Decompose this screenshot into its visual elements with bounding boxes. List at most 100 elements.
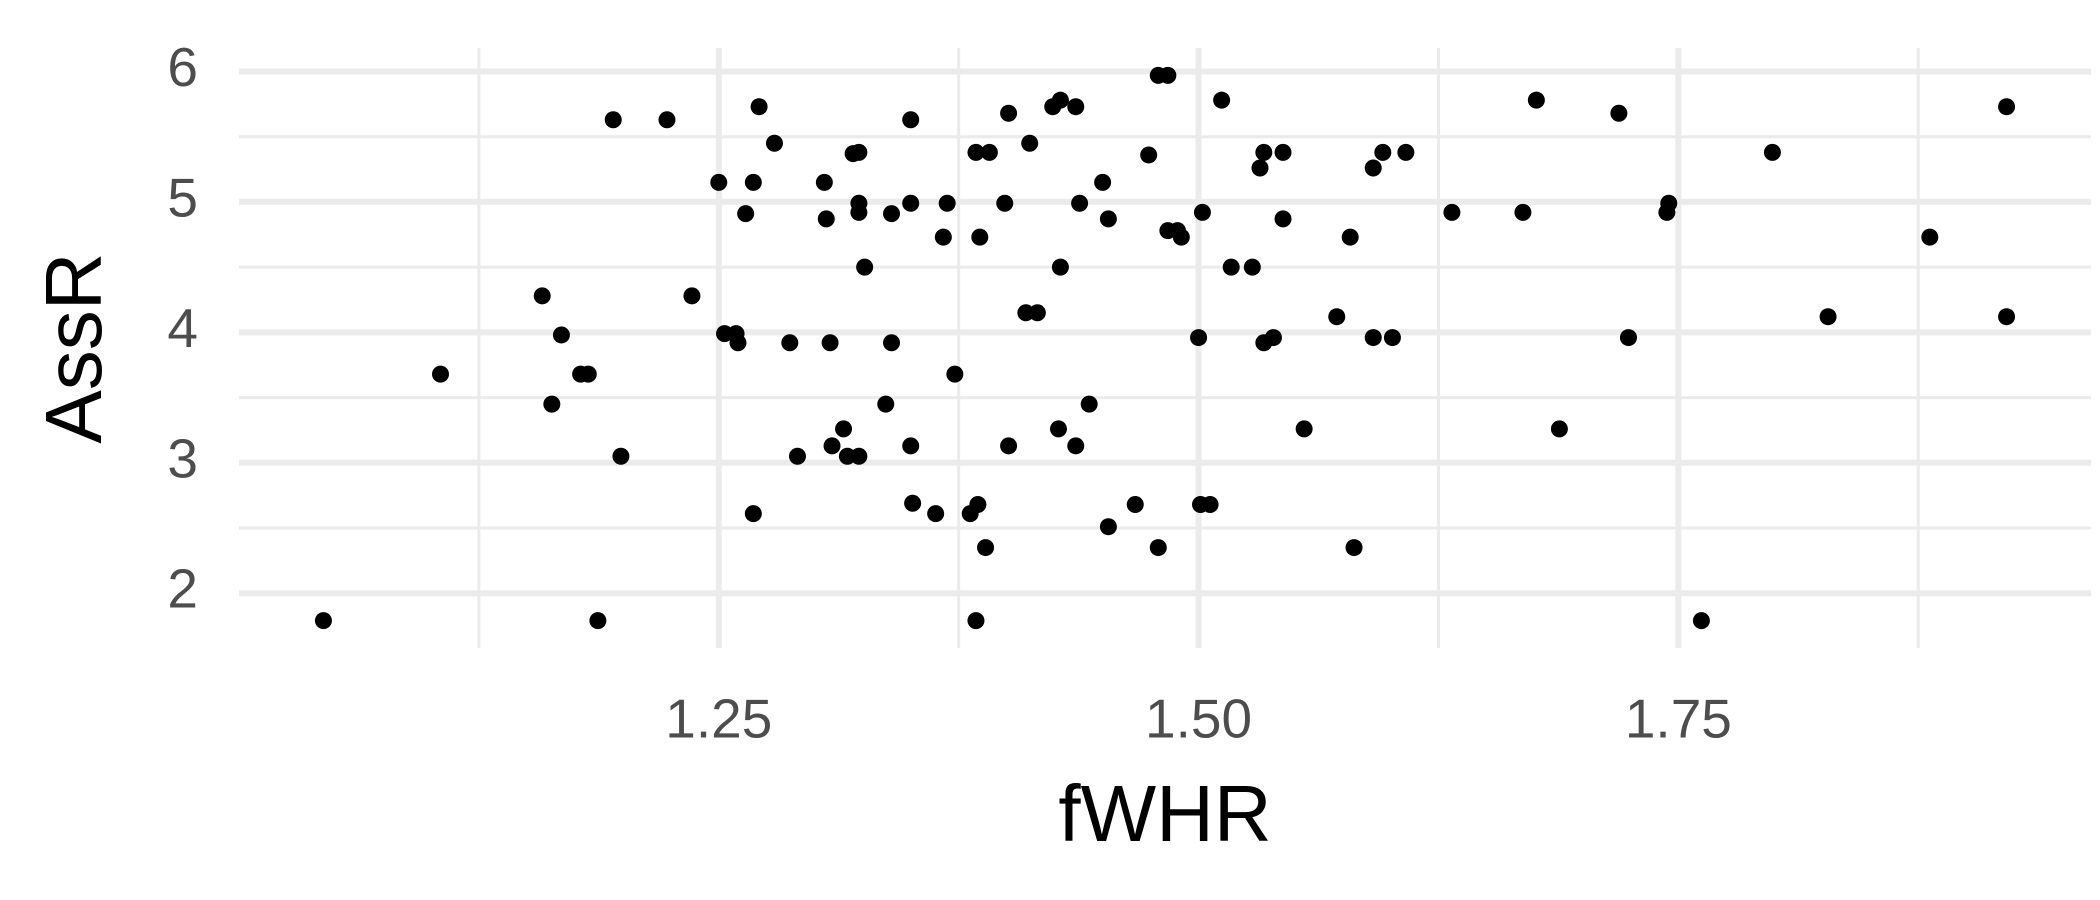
point [1383,329,1401,347]
point [552,326,570,344]
point [946,365,964,383]
point [1190,329,1208,347]
point [815,173,833,191]
point [938,194,956,212]
point [1998,98,2016,116]
point [971,228,989,246]
point [823,437,841,455]
point [1049,420,1067,438]
point [817,210,835,228]
point [967,612,985,630]
point [1159,66,1177,84]
point [934,228,952,246]
point [1051,91,1069,109]
point [1255,143,1273,161]
point [1251,159,1269,177]
point [744,173,762,191]
point [1051,258,1069,276]
point [314,612,332,630]
point [729,334,747,352]
point [1274,143,1292,161]
point [835,420,853,438]
point [996,194,1014,212]
y-tick-label: 3 [167,427,198,489]
point [1397,143,1415,161]
point [658,111,676,129]
point [1172,228,1190,246]
point [589,612,607,630]
x-tick-label: 1.50 [1145,688,1252,750]
y-axis-title: AssR [29,252,118,443]
point [1021,134,1039,152]
point [1345,539,1363,557]
x-tick-label: 1.75 [1625,688,1732,750]
point [1443,203,1461,221]
point [1364,159,1382,177]
point [750,98,768,116]
point [1071,194,1089,212]
point [1295,420,1313,438]
y-tick-label: 6 [167,36,198,98]
point [1140,146,1158,164]
point [850,203,868,221]
point [1527,91,1545,109]
point [1660,194,1678,212]
point [744,505,762,523]
point [980,143,998,161]
point [821,334,839,352]
point [737,205,755,223]
x-tick-label: 1.25 [665,688,772,750]
point [967,143,985,161]
point [883,334,901,352]
point [612,447,630,465]
point [904,494,922,512]
point [1264,329,1282,347]
point [543,395,561,413]
point [1080,395,1098,413]
point [1514,203,1532,221]
point [1149,539,1167,557]
point [1550,420,1568,438]
y-tick-label: 2 [167,558,198,620]
point [781,334,799,352]
point [1921,228,1939,246]
point [969,496,987,514]
point [856,258,874,276]
point [1341,228,1359,246]
point [883,205,901,223]
point [902,437,920,455]
point [788,447,806,465]
y-tick-label: 5 [167,166,198,228]
point [1067,437,1085,455]
point [1619,329,1637,347]
point [1094,173,1112,191]
point [1126,496,1144,514]
point [1028,304,1046,322]
point [1099,210,1117,228]
point [579,365,597,383]
point [1274,210,1292,228]
point [1364,329,1382,347]
point [1819,308,1837,326]
point [1099,518,1117,536]
point [683,287,701,305]
point [1692,612,1710,630]
point [850,447,868,465]
point [765,134,783,152]
point [1222,258,1240,276]
point [533,287,551,305]
point [432,365,450,383]
point [1000,104,1018,122]
point [977,539,995,557]
point [1610,104,1628,122]
point [902,194,920,212]
y-tick-label: 4 [167,297,198,359]
point [1328,308,1346,326]
point [1243,258,1261,276]
point [902,111,920,129]
point [1213,91,1231,109]
point [1000,437,1018,455]
point [927,505,945,523]
point [1067,98,1085,116]
